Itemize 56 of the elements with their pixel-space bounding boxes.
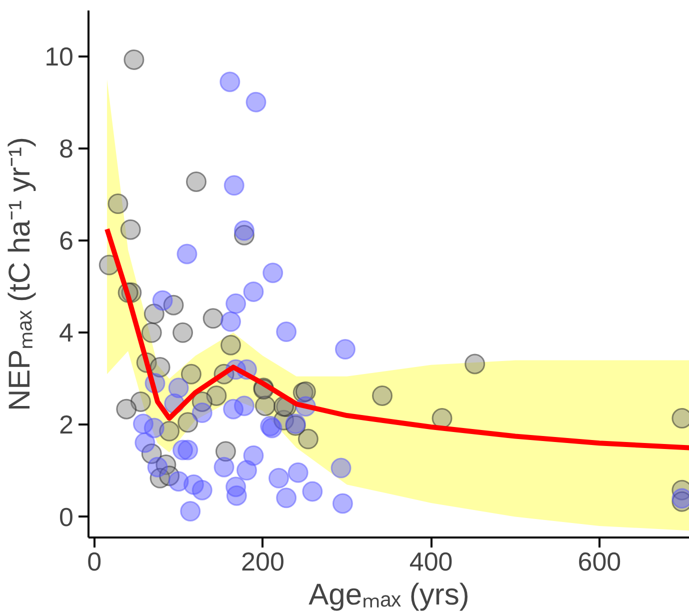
point xyxy=(243,281,264,302)
point xyxy=(116,398,137,420)
point xyxy=(120,219,141,240)
y-tick-label: 8 xyxy=(59,134,74,164)
y-tick-label: 4 xyxy=(59,318,74,348)
point xyxy=(334,339,356,360)
point xyxy=(152,290,173,311)
point xyxy=(178,440,198,460)
point xyxy=(220,334,242,356)
point xyxy=(330,458,352,478)
point xyxy=(176,244,198,264)
point xyxy=(288,462,308,483)
point xyxy=(262,262,284,284)
point xyxy=(192,402,212,423)
y-tick-label: 0 xyxy=(59,502,74,532)
point xyxy=(134,432,156,453)
point xyxy=(464,354,486,374)
point xyxy=(202,308,224,329)
point xyxy=(144,418,164,438)
x-tick-label: 400 xyxy=(409,546,453,576)
point xyxy=(302,481,323,502)
x-tick-label: 600 xyxy=(578,546,622,576)
point xyxy=(276,488,297,508)
point xyxy=(332,493,353,514)
y-tick-label: 6 xyxy=(59,226,74,256)
point xyxy=(124,50,144,70)
x-axis-title: Ageₘₐₓ (yrs) xyxy=(308,578,470,612)
point xyxy=(234,220,254,241)
y-tick-label: 10 xyxy=(44,42,74,72)
point xyxy=(180,364,202,384)
point xyxy=(186,171,206,192)
x-tick-label: 200 xyxy=(241,546,284,576)
point xyxy=(276,322,297,342)
point xyxy=(178,412,198,433)
point xyxy=(226,293,246,314)
point xyxy=(147,456,168,478)
point xyxy=(246,92,266,112)
point xyxy=(172,322,194,343)
x-tick-label: 0 xyxy=(87,546,102,576)
point xyxy=(108,194,128,214)
point xyxy=(372,386,393,406)
point xyxy=(150,356,170,378)
point xyxy=(268,468,289,488)
point xyxy=(180,501,201,522)
point xyxy=(220,311,242,332)
point xyxy=(192,480,212,500)
point xyxy=(234,396,254,416)
point xyxy=(298,428,318,450)
y-tick-label: 2 xyxy=(59,410,74,440)
point xyxy=(226,485,247,506)
point xyxy=(220,72,240,92)
point xyxy=(141,322,162,343)
point xyxy=(236,460,257,481)
point xyxy=(214,456,234,478)
y-axis-title: NEPₘₐₓ (tC ha⁻¹ yr⁻¹) xyxy=(4,136,37,412)
point xyxy=(224,175,244,196)
